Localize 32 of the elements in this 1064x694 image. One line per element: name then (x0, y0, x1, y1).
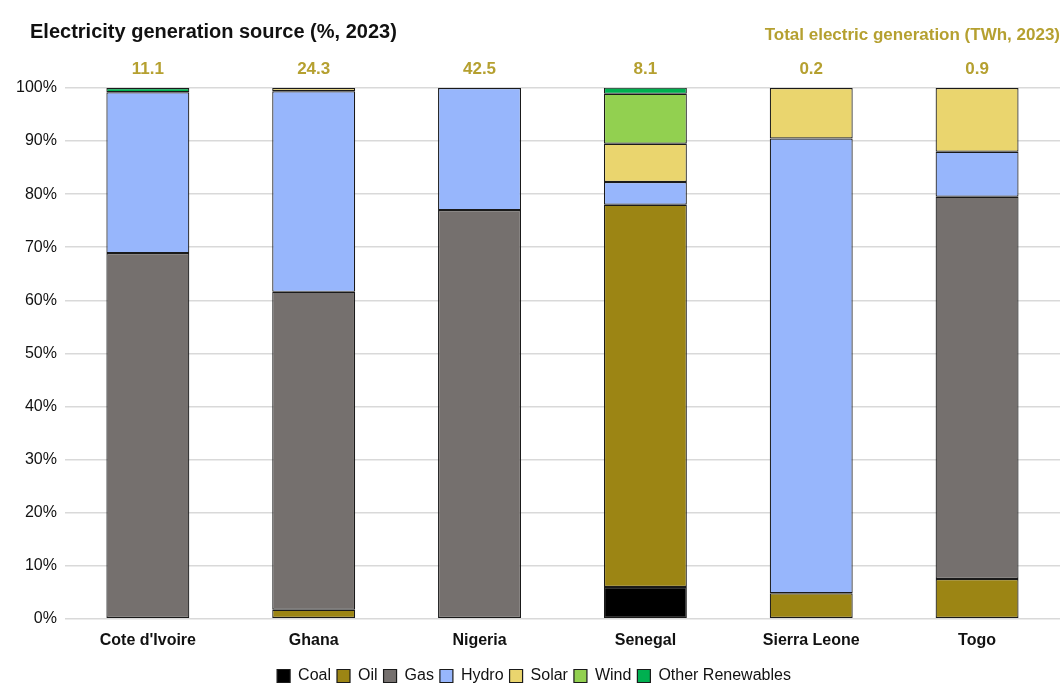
text: 11.1 (131, 59, 164, 78)
y-tick-label: 50% (24, 343, 57, 361)
legend-label: Gas (404, 666, 434, 684)
text: 0.2 (799, 59, 824, 78)
y-tick-label: 40% (24, 396, 57, 414)
legend-label: Other Renewables (658, 666, 791, 684)
x-tick-label: Nigeria (452, 630, 507, 648)
y-tick-label: 70% (24, 237, 57, 255)
y-tick-label: 10% (24, 556, 57, 574)
y-tick-label: 80% (24, 184, 57, 202)
legend-label: Coal (298, 666, 331, 684)
y-tick-label: 60% (24, 290, 57, 308)
x-tick-label: Ghana (288, 630, 339, 648)
y-tick-label: 30% (24, 449, 57, 467)
x-tick-label: Cote d'Ivoire (99, 630, 197, 648)
x-tick-label: Senegal (614, 630, 677, 648)
text: Total electric generation (TWh, 2023) (764, 25, 1060, 44)
text: 42.5 (462, 59, 497, 78)
legend-label: Hydro (460, 666, 504, 684)
x-tick-label: Togo (958, 630, 997, 648)
text: 0.9 (965, 59, 989, 78)
text: 24.3 (297, 59, 331, 78)
chart-title: Electricity generation source (%, 2023) (30, 20, 397, 42)
y-tick-label: 90% (24, 131, 57, 149)
legend-label: Solar (530, 666, 569, 684)
y-tick-label: 0% (33, 609, 57, 627)
text: 8.1 (633, 59, 658, 78)
legend-label: Oil (358, 666, 378, 684)
y-tick-label: 100% (16, 78, 57, 96)
legend-label: Wind (594, 666, 632, 684)
x-tick-label: Sierra Leone (762, 630, 860, 648)
y-tick-label: 20% (24, 503, 57, 521)
